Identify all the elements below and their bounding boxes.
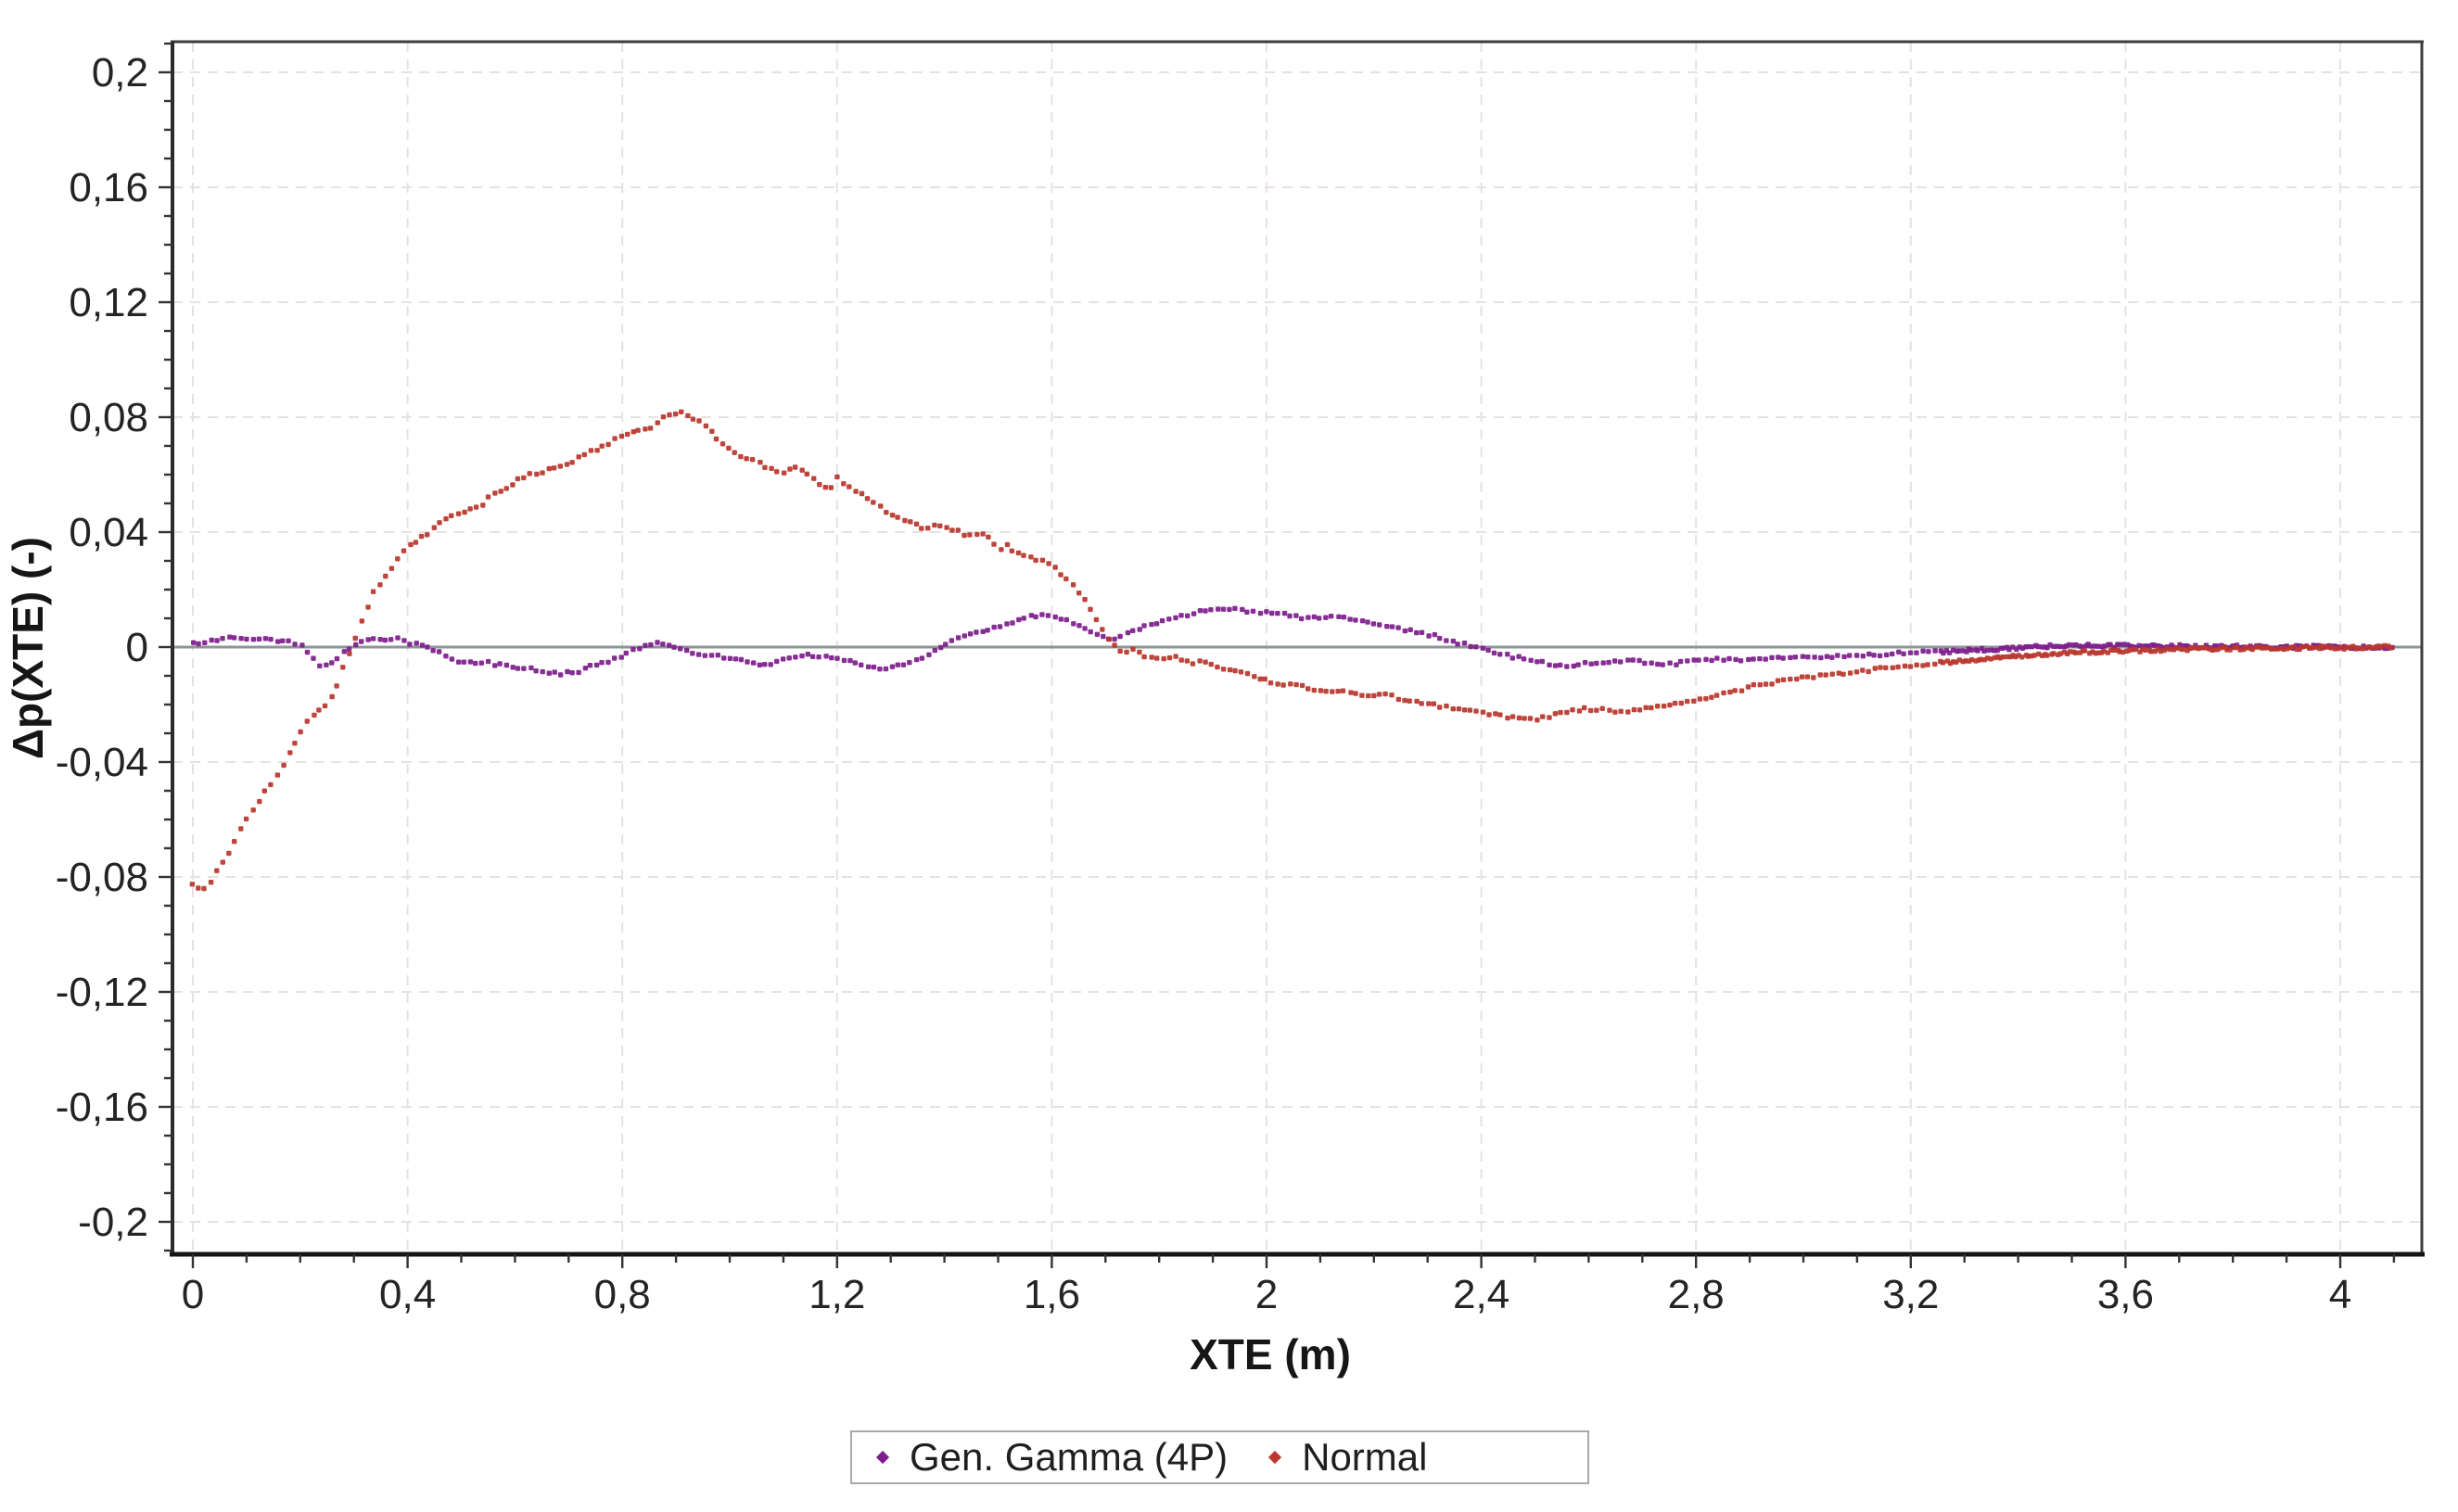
series-normal — [189, 409, 2394, 892]
y-axis-title: Δp(XTE) (-) — [4, 537, 52, 759]
x-tick-label: 3,6 — [2097, 1272, 2154, 1317]
gridlines — [172, 42, 2422, 1254]
legend-marker-gen-gamma-icon — [875, 1450, 890, 1465]
y-tick-label: 0,12 — [69, 280, 148, 325]
series-gen-gamma-4p — [191, 605, 2395, 678]
x-tick-label: 2,8 — [1668, 1272, 1725, 1317]
y-tick-label: 0,2 — [92, 50, 148, 95]
y-tick-label: -0,08 — [56, 855, 148, 900]
x-tick-label: 0 — [182, 1272, 204, 1317]
legend-label-gen-gamma: Gen. Gamma (4P) — [910, 1435, 1229, 1479]
y-tick-label: -0,2 — [78, 1200, 148, 1245]
axis-ticks — [159, 42, 2396, 1268]
legend-marker-normal-icon — [1268, 1450, 1282, 1465]
x-tick-label: 2 — [1255, 1272, 1278, 1317]
x-tick-label: 0,4 — [379, 1272, 436, 1317]
x-tick-labels: 0 0,4 0,8 1,2 1,6 2 2,4 2,8 3,2 3,6 4 — [182, 1272, 2351, 1317]
x-tick-label: 3,2 — [1882, 1272, 1939, 1317]
y-tick-label: 0 — [126, 625, 148, 670]
y-tick-label: 0,04 — [69, 510, 148, 555]
y-tick-label: -0,12 — [56, 970, 148, 1015]
x-tick-label: 2,4 — [1453, 1272, 1509, 1317]
y-tick-label: 0,16 — [69, 165, 148, 210]
chart-legend: Gen. Gamma (4P) Normal — [850, 1430, 1589, 1484]
x-tick-label: 1,6 — [1024, 1272, 1080, 1317]
y-tick-label: 0,08 — [69, 395, 148, 440]
data-series — [189, 409, 2395, 892]
y-tick-labels: 0,2 0,16 0,12 0,08 0,04 0 -0,04 -0,08 -0,12 -0,16… — [56, 50, 148, 1245]
x-axis-title: XTE (m) — [1190, 1330, 1351, 1379]
x-tick-label: 1,2 — [809, 1272, 865, 1317]
legend-label-normal: Normal — [1302, 1435, 1428, 1479]
y-tick-label: -0,04 — [56, 740, 148, 785]
x-tick-label: 4 — [2329, 1272, 2351, 1317]
x-tick-label: 0,8 — [594, 1272, 651, 1317]
y-tick-label: -0,16 — [56, 1085, 148, 1130]
